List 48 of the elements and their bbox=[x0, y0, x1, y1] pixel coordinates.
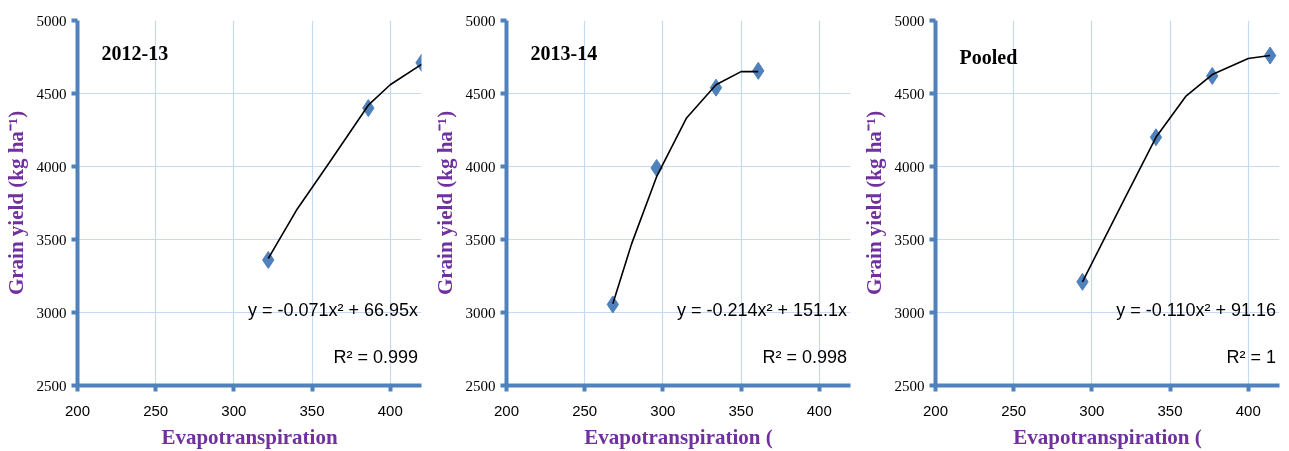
x-tick-label: 200 bbox=[493, 401, 520, 419]
y-tick-label: 2500 bbox=[465, 377, 496, 394]
y-tick-label: 3500 bbox=[894, 231, 925, 248]
y-tick-label: 3500 bbox=[465, 231, 496, 248]
x-tick-label: 300 bbox=[650, 401, 676, 419]
y-tick-label: 3000 bbox=[894, 304, 925, 321]
x-tick-label: 350 bbox=[1157, 401, 1183, 419]
annotation: y = -0.110x² + 91.16 bbox=[1116, 299, 1277, 320]
y-tick-label: 3000 bbox=[465, 304, 496, 321]
x-tick-label: 250 bbox=[1001, 401, 1027, 419]
x-tick-label: 400 bbox=[377, 401, 403, 419]
y-tick-label: 5000 bbox=[36, 12, 67, 29]
x-tick-label: 250 bbox=[572, 401, 598, 419]
y-axis-title: Grain yield (kg ha⁻¹) bbox=[432, 110, 457, 296]
y-tick-label: 2500 bbox=[36, 377, 67, 394]
y-tick-label: 3000 bbox=[36, 304, 67, 321]
annotation: 2013-14 bbox=[530, 42, 598, 65]
y-tick-label: 4500 bbox=[894, 85, 925, 102]
y-tick-label: 5000 bbox=[465, 12, 496, 29]
y-tick-label: 4000 bbox=[465, 158, 496, 175]
annotation: y = -0.071x² + 66.95x bbox=[247, 299, 419, 320]
annotation: R² = 1 bbox=[1226, 347, 1277, 368]
x-axis-title: Evapotranspiration ( bbox=[584, 424, 773, 449]
y-axis-title: Grain yield (kg ha⁻¹) bbox=[3, 110, 28, 296]
x-axis-title: Evapotranspiration ( bbox=[1013, 424, 1202, 449]
annotation: 2012-13 bbox=[101, 42, 169, 65]
y-tick-label: 3500 bbox=[36, 231, 67, 248]
x-tick-label: 400 bbox=[1235, 401, 1261, 419]
x-tick-label: 250 bbox=[143, 401, 169, 419]
x-tick-label: 400 bbox=[806, 401, 832, 419]
annotation: y = -0.214x² + 151.1x bbox=[676, 299, 848, 320]
y-tick-label: 5000 bbox=[894, 12, 925, 29]
y-tick-label: 4500 bbox=[465, 85, 496, 102]
x-tick-label: 300 bbox=[221, 401, 247, 419]
y-tick-label: 4000 bbox=[36, 158, 67, 175]
y-tick-label: 4000 bbox=[894, 158, 925, 175]
annotation: Pooled bbox=[959, 46, 1018, 69]
y-tick-label: 2500 bbox=[894, 377, 925, 394]
x-tick-label: 200 bbox=[64, 401, 91, 419]
annotation: R² = 0.999 bbox=[333, 347, 419, 368]
x-axis-title: Evapotranspiration bbox=[161, 424, 338, 449]
annotation: R² = 0.998 bbox=[762, 347, 848, 368]
x-tick-label: 200 bbox=[922, 401, 949, 419]
y-axis-title: Grain yield (kg ha⁻¹) bbox=[861, 110, 886, 296]
x-tick-label: 350 bbox=[299, 401, 325, 419]
y-tick-label: 4500 bbox=[36, 85, 67, 102]
x-tick-label: 300 bbox=[1079, 401, 1105, 419]
x-tick-label: 350 bbox=[728, 401, 754, 419]
